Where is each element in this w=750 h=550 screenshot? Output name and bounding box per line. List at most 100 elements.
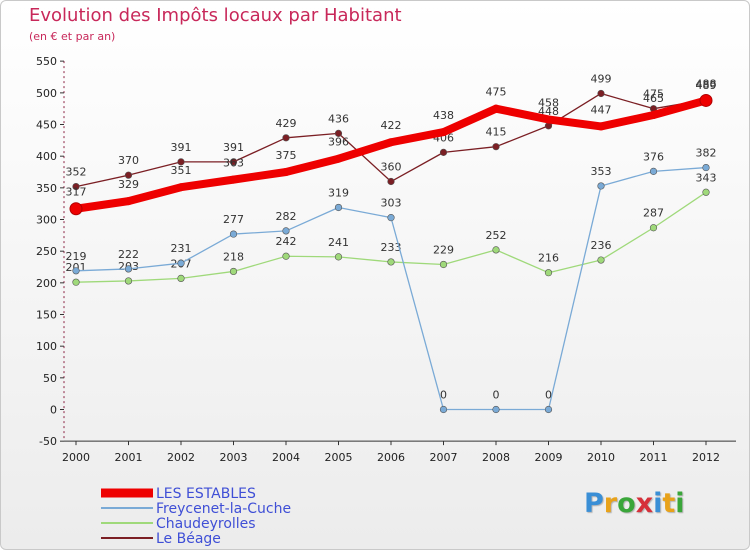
data-point <box>229 267 238 276</box>
x-tick-label: 2010 <box>587 451 615 464</box>
data-label: 229 <box>433 243 454 256</box>
data-label: 343 <box>696 171 717 184</box>
x-tick-label: 2007 <box>430 451 458 464</box>
data-point <box>177 158 185 166</box>
data-point <box>69 202 83 216</box>
data-label: 488 <box>696 77 717 90</box>
data-label: 353 <box>591 165 612 178</box>
data-label: 475 <box>486 86 507 99</box>
x-tick-label: 2006 <box>377 451 405 464</box>
x-tick-label: 2001 <box>115 451 143 464</box>
data-label: 475 <box>643 88 664 101</box>
data-label: 242 <box>276 235 297 248</box>
data-label: 319 <box>328 186 349 199</box>
data-point <box>439 148 448 156</box>
y-tick-label: 450 <box>36 119 57 132</box>
data-point <box>597 256 605 264</box>
data-point <box>492 246 500 254</box>
data-point <box>387 258 395 266</box>
x-tick-label: 2003 <box>220 451 248 464</box>
data-point <box>282 168 290 177</box>
logo-letter: r <box>603 488 618 519</box>
legend-label: Chaudeyrolles <box>156 516 256 532</box>
data-label: 415 <box>486 126 507 139</box>
y-tick-label: 500 <box>36 87 57 100</box>
data-label: 222 <box>118 248 139 261</box>
data-label: 287 <box>643 207 664 220</box>
legend-label: Le Béage <box>156 531 221 547</box>
data-label: 396 <box>328 136 349 149</box>
x-tick-label: 2008 <box>482 451 510 464</box>
data-label: 447 <box>591 103 612 116</box>
data-point <box>177 259 185 267</box>
data-label: 360 <box>381 161 402 174</box>
data-label: 370 <box>118 154 139 167</box>
data-point <box>649 224 658 232</box>
data-point <box>492 405 500 414</box>
data-label: 376 <box>643 150 664 163</box>
data-point <box>544 115 553 124</box>
data-point <box>492 143 500 151</box>
data-label: 236 <box>591 239 612 252</box>
logo-letter: x <box>635 488 654 519</box>
y-tick-label: 100 <box>36 340 57 353</box>
data-point <box>229 158 238 166</box>
y-tick-label: 0 <box>50 404 57 417</box>
y-tick-label: 350 <box>36 182 57 195</box>
data-point <box>544 405 553 414</box>
data-point <box>282 134 290 142</box>
data-point <box>334 253 343 261</box>
y-tick-label: 200 <box>36 277 57 290</box>
data-label: 489 <box>696 79 717 92</box>
data-label: 438 <box>433 109 454 122</box>
data-label: 303 <box>381 197 402 210</box>
legend-label: Freycenet-la-Cuche <box>156 501 291 517</box>
data-point <box>387 177 395 186</box>
logo-letter: o <box>617 488 636 519</box>
data-point <box>597 122 605 131</box>
data-label: 218 <box>223 250 244 263</box>
chart-title: Evolution des Impôts locaux par Habitant <box>29 5 402 26</box>
y-tick-label: 400 <box>36 150 57 163</box>
data-label: 329 <box>118 178 139 191</box>
data-label: 458 <box>538 96 559 109</box>
y-tick-label: 150 <box>36 309 57 322</box>
data-point <box>334 203 343 212</box>
data-point <box>387 138 395 147</box>
data-label: 429 <box>276 117 297 130</box>
data-label: 375 <box>276 149 297 162</box>
x-tick-label: 2011 <box>640 451 668 464</box>
data-label: 219 <box>66 250 87 263</box>
logo-letter: P <box>584 488 604 519</box>
data-label: 352 <box>66 166 87 179</box>
x-tick-label: 2004 <box>272 451 300 464</box>
data-point <box>124 265 133 273</box>
data-label: 465 <box>643 92 664 105</box>
data-point <box>72 182 80 191</box>
data-point <box>282 227 290 235</box>
y-tick-label: -50 <box>39 435 57 448</box>
data-label: 391 <box>223 141 244 154</box>
x-tick-label: 2000 <box>62 451 90 464</box>
data-label: 241 <box>328 236 349 249</box>
data-point <box>124 197 133 206</box>
data-label: 499 <box>591 72 612 85</box>
data-label: 0 <box>440 389 447 402</box>
data-point <box>702 188 710 196</box>
data-point <box>229 175 238 184</box>
data-point <box>649 167 658 175</box>
series-line <box>72 96 710 213</box>
data-label: 422 <box>381 119 402 132</box>
data-label: 0 <box>493 389 500 402</box>
legend-label: LES ESTABLES <box>156 486 256 502</box>
data-point <box>439 260 448 269</box>
x-tick-label: 2009 <box>535 451 563 464</box>
y-tick-label: 250 <box>36 245 57 258</box>
data-point <box>597 182 605 190</box>
data-point <box>124 277 133 285</box>
data-point <box>124 171 133 179</box>
data-point <box>597 89 605 98</box>
proxiti-logo: Proxiti <box>584 488 685 519</box>
